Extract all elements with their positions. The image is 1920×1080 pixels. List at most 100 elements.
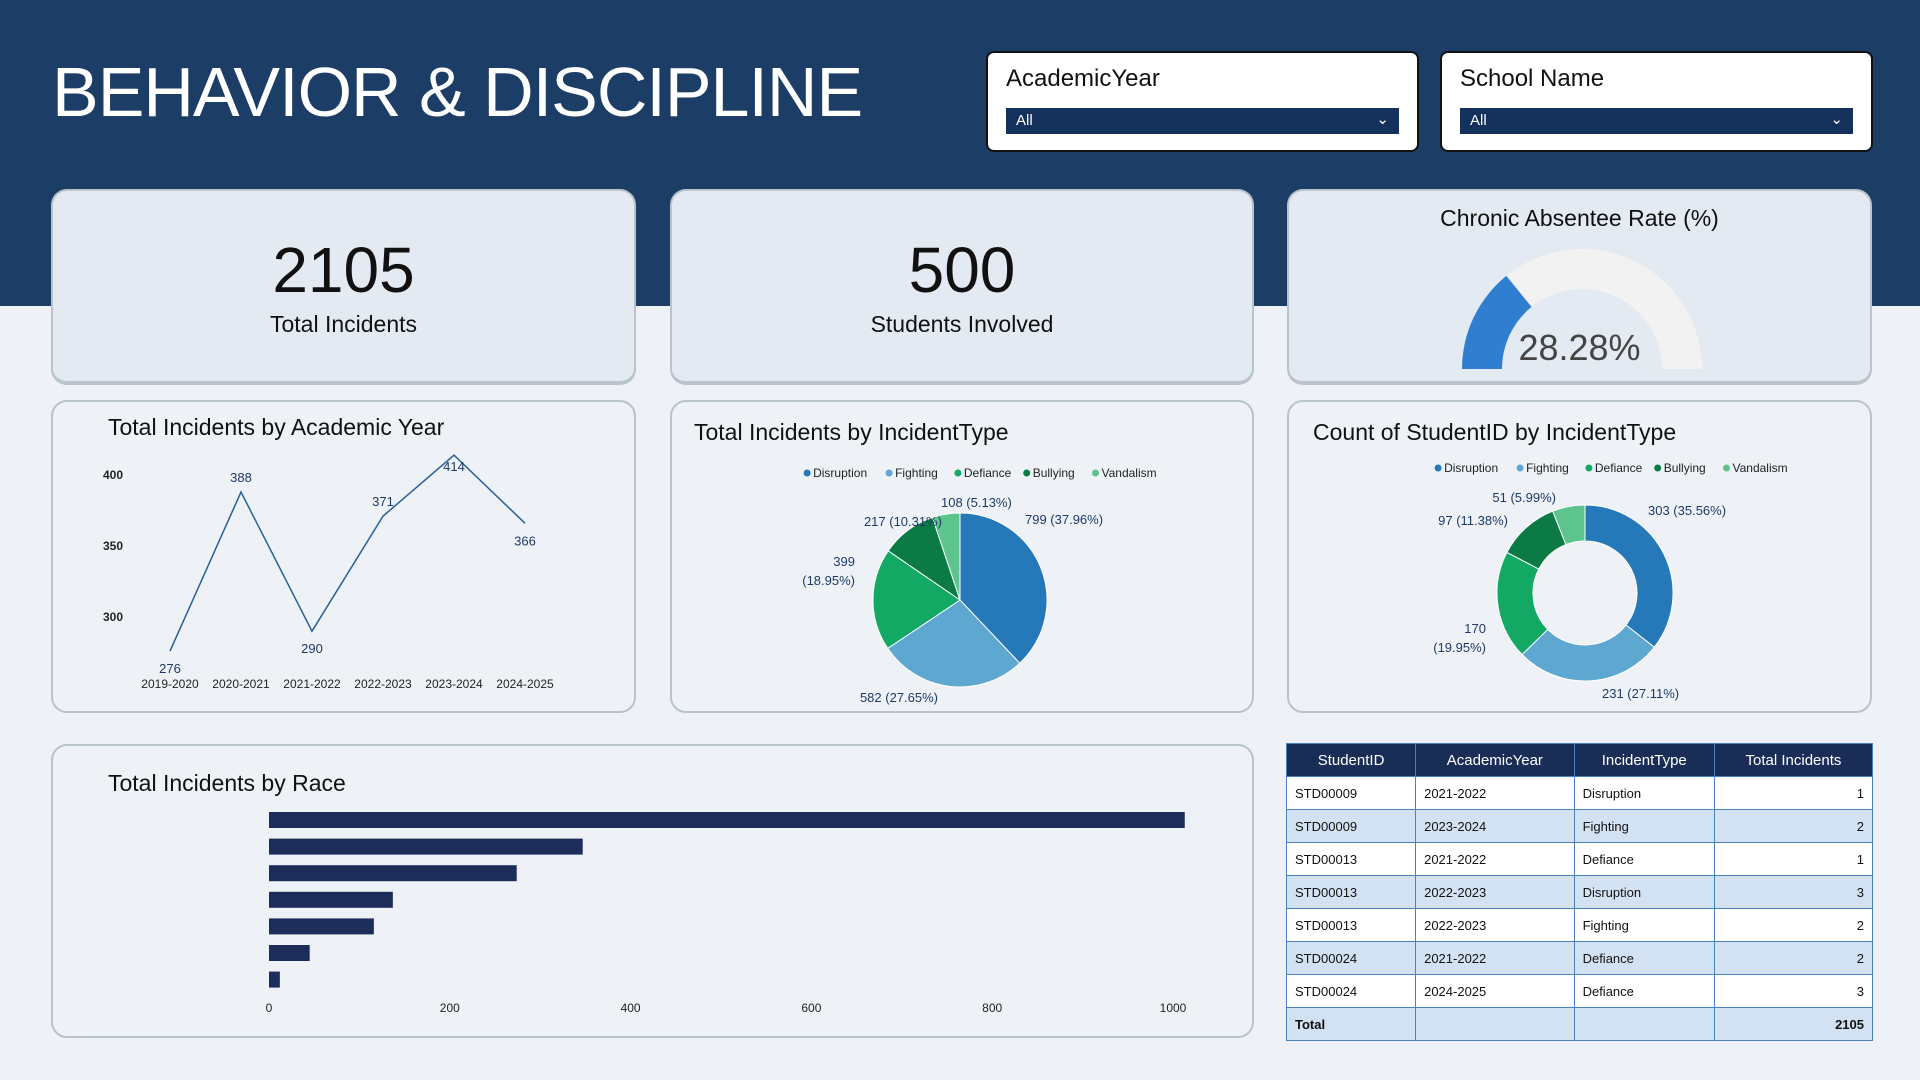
legend-item: Disruption	[813, 466, 867, 480]
x-tick-label: 2022-2023	[354, 677, 412, 691]
race-bar	[269, 838, 583, 855]
gauge-value: 28.28%	[1518, 327, 1641, 368]
data-label: 582 (27.65%)	[860, 690, 938, 705]
kpi-label: Students Involved	[870, 311, 1054, 337]
table-cell: 2021-2022	[1415, 776, 1575, 810]
data-label: 414	[443, 459, 465, 474]
column-header[interactable]: StudentID	[1285, 743, 1417, 777]
x-tick-label: 2024-2025	[496, 677, 554, 691]
data-label: 97 (11.38%)	[1438, 513, 1508, 528]
table-cell: 3	[1713, 875, 1874, 909]
table-cell: 2021-2022	[1415, 941, 1575, 975]
total-cell	[1573, 1007, 1715, 1041]
x-tick-label: 2021-2022	[283, 677, 341, 691]
data-label: (18.95%)	[802, 573, 855, 588]
race-bar-chart: 0 200 400 600 800 1000	[266, 812, 1187, 1015]
academic-year-dropdown[interactable]: All ⌄	[1006, 108, 1399, 134]
chart-title: Total Incidents by IncidentType	[694, 419, 1009, 445]
data-label: 170	[1464, 621, 1486, 636]
table-cell: 2022-2023	[1415, 875, 1575, 909]
race-bar-card: Total Incidents by Race 0 200 400 600 800 100…	[51, 744, 1254, 1038]
gauge-fill	[1462, 275, 1532, 369]
chevron-down-icon: ⌄	[1376, 111, 1389, 128]
pie-chart-card: Total Incidents by IncidentType 799 (37.…	[670, 400, 1254, 713]
table-row[interactable]: STD00013 2022-2023 Fighting 2	[1285, 908, 1874, 942]
table-cell: 2	[1713, 809, 1874, 843]
table-cell: STD00024	[1285, 974, 1417, 1008]
legend-item: Fighting	[1526, 461, 1569, 475]
table-cell: STD00013	[1285, 908, 1417, 942]
race-bar	[269, 865, 517, 882]
legend-item: Vandalism	[1102, 466, 1157, 480]
table-cell: 2022-2023	[1415, 908, 1575, 942]
x-tick-label: 0	[266, 1001, 273, 1015]
table-row[interactable]: STD00009 2023-2024 Fighting 2	[1285, 809, 1874, 843]
race-bar	[269, 971, 280, 988]
table-cell: Fighting	[1573, 809, 1715, 843]
table-cell: 1	[1713, 776, 1874, 810]
legend-dot	[1585, 464, 1593, 472]
x-tick-label: 2019-2020	[141, 677, 199, 691]
line-chart-card: Total Incidents by Academic Year 300 350 4…	[51, 400, 636, 713]
x-tick-label: 1000	[1160, 1001, 1187, 1015]
gauge-title: Chronic Absentee Rate (%)	[1440, 205, 1719, 231]
dropdown-value: All	[1470, 112, 1487, 129]
column-header[interactable]: IncidentType	[1573, 743, 1715, 777]
data-label: 388	[230, 470, 252, 485]
table-row[interactable]: STD00024 2024-2025 Defiance 3	[1285, 974, 1874, 1008]
table-cell: STD00013	[1285, 842, 1417, 876]
table-cell: 2023-2024	[1415, 809, 1575, 843]
kpi-label: Total Incidents	[269, 311, 418, 337]
data-label: 51 (5.99%)	[1492, 490, 1556, 505]
table-cell: Fighting	[1573, 908, 1715, 942]
data-label: 231 (27.11%)	[1602, 686, 1679, 701]
slice-fighting	[887, 599, 1021, 688]
gauge-chart	[1462, 249, 1702, 369]
race-bar	[269, 812, 1185, 828]
legend-item: Bullying	[1033, 466, 1075, 480]
kpi-value: 500	[908, 234, 1016, 306]
legend-item: Disruption	[1444, 461, 1498, 475]
table-row[interactable]: STD00013 2022-2023 Disruption 3	[1285, 875, 1874, 909]
chevron-down-icon: ⌄	[1830, 111, 1843, 128]
column-header[interactable]: Total Incidents	[1713, 743, 1874, 777]
school-name-dropdown[interactable]: All ⌄	[1460, 108, 1853, 134]
dropdown-value: All	[1016, 112, 1033, 129]
table-cell: Disruption	[1573, 776, 1715, 810]
x-tick-label: 600	[801, 1001, 821, 1015]
table-row[interactable]: STD00013 2021-2022 Defiance 1	[1285, 842, 1874, 876]
table-cell: Defiance	[1573, 974, 1715, 1008]
race-bar	[269, 918, 374, 935]
total-cell: 2105	[1713, 1007, 1874, 1041]
donut-chart: 303 (35.56%) 231 (27.11%) 170 (19.95%) 97 (1…	[1433, 461, 1787, 701]
table-row[interactable]: STD00009 2021-2022 Disruption 1	[1285, 776, 1874, 810]
data-label: (19.95%)	[1433, 640, 1486, 655]
chart-title: Count of StudentID by IncidentType	[1313, 419, 1677, 445]
table-cell: STD00009	[1285, 776, 1417, 810]
x-tick-label: 800	[982, 1001, 1002, 1015]
legend-dot	[803, 469, 811, 477]
column-header[interactable]: AcademicYear	[1415, 743, 1575, 777]
legend-dot	[1023, 469, 1031, 477]
x-tick-label: 2023-2024	[425, 677, 483, 691]
table-cell: Defiance	[1573, 842, 1715, 876]
x-tick-label: 200	[440, 1001, 460, 1015]
table-cell: 2	[1713, 908, 1874, 942]
students-involved-card: 500 Students Involved	[670, 189, 1254, 385]
line-chart: 300 350 400 2019-2020 2020-2021 2021-2022 2022…	[103, 454, 554, 691]
slice-disruption	[1584, 504, 1674, 648]
legend-item: Defiance	[964, 466, 1012, 480]
legend-dot	[954, 469, 962, 477]
filter-label: AcademicYear	[1006, 65, 1160, 92]
x-tick-label: 2020-2021	[212, 677, 270, 691]
table-cell: 2024-2025	[1415, 974, 1575, 1008]
data-label: 217 (10.31%)	[864, 514, 942, 529]
table-cell: 1	[1713, 842, 1874, 876]
pie-chart: 799 (37.96%) 582 (27.65%) 399 (18.95%) 217 (…	[802, 466, 1157, 705]
table-cell: 2	[1713, 941, 1874, 975]
table-row[interactable]: STD00024 2021-2022 Defiance 2	[1285, 941, 1874, 975]
slice-disruption	[959, 512, 1048, 664]
table-cell: 2021-2022	[1415, 842, 1575, 876]
legend-item: Fighting	[895, 466, 938, 480]
data-label: 276	[159, 661, 181, 676]
